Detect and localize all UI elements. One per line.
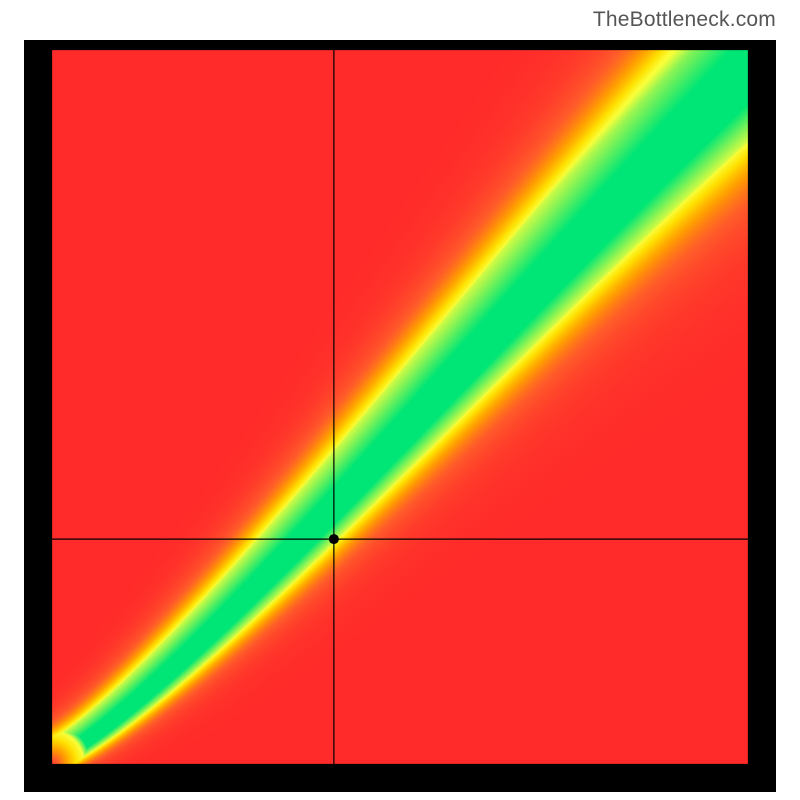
watermark-text: TheBottleneck.com <box>593 8 776 32</box>
bottleneck-heatmap <box>24 40 776 792</box>
heatmap-canvas <box>24 40 776 792</box>
